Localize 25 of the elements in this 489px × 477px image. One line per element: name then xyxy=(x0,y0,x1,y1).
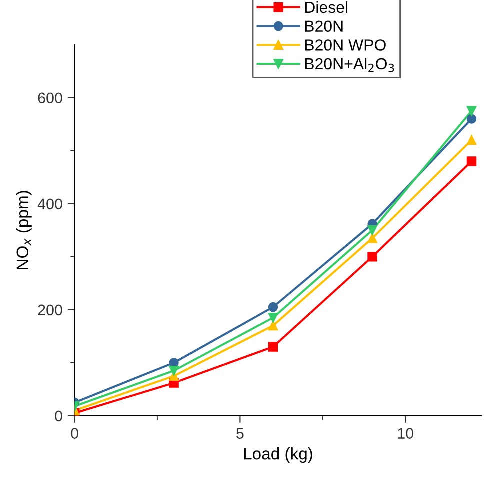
legend-label: B20N+Al$_{2}$O$_{3}$ xyxy=(305,58,394,72)
legend-label: B20N WPO xyxy=(305,40,386,51)
y-tick-label: 400 xyxy=(38,198,62,210)
y-tick-label: 200 xyxy=(38,304,62,316)
point xyxy=(466,135,477,146)
point xyxy=(466,114,477,124)
point xyxy=(368,233,378,244)
x-tick-label: 10 xyxy=(398,428,414,439)
point xyxy=(368,226,378,236)
point xyxy=(268,302,278,312)
point xyxy=(268,342,278,352)
y-axis-title: NO$_{x}$ (ppm) xyxy=(16,191,32,270)
point xyxy=(268,320,278,331)
y-tick-label: 0 xyxy=(55,410,62,422)
legend-label: B20N xyxy=(305,20,343,32)
point xyxy=(268,313,278,323)
legend-label: Diesel xyxy=(305,1,348,14)
x-tick-label: 0 xyxy=(71,428,78,439)
point xyxy=(466,106,477,116)
point xyxy=(466,156,477,166)
point xyxy=(368,252,378,262)
point xyxy=(169,366,179,376)
y-tick-label: 600 xyxy=(38,92,62,104)
x-axis-title: Load (kg) xyxy=(244,448,312,464)
x-tick-label: 5 xyxy=(236,428,244,439)
